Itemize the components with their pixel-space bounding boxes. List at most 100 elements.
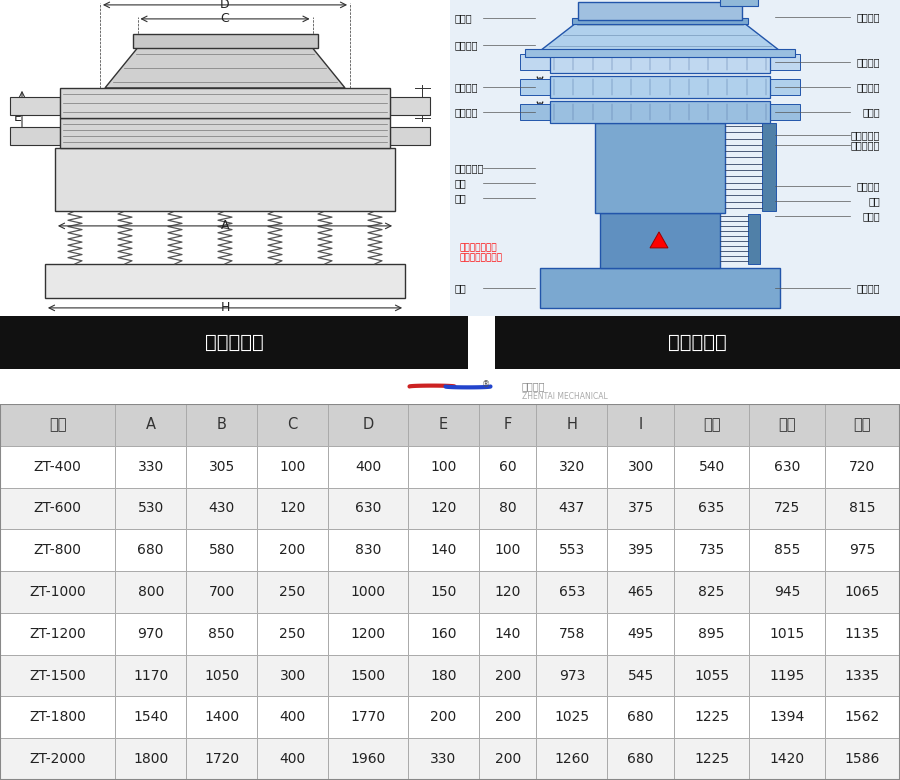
Text: 680: 680 xyxy=(138,543,164,557)
Text: 140: 140 xyxy=(494,627,521,641)
Bar xyxy=(608,613,674,654)
Bar xyxy=(608,530,674,571)
Bar xyxy=(328,446,408,488)
Text: C: C xyxy=(287,417,298,432)
Text: 外形尺寸图: 外形尺寸图 xyxy=(204,333,264,352)
Text: 中部框架: 中部框架 xyxy=(455,82,479,92)
Text: 上部重锤: 上部重锤 xyxy=(857,181,880,191)
Bar xyxy=(328,697,408,738)
Bar xyxy=(115,530,186,571)
Text: 200: 200 xyxy=(494,711,521,725)
Text: 680: 680 xyxy=(627,711,654,725)
Text: 973: 973 xyxy=(559,668,585,682)
Bar xyxy=(257,446,328,488)
Text: 300: 300 xyxy=(627,459,653,473)
Text: H: H xyxy=(566,417,578,432)
Text: 100: 100 xyxy=(430,459,456,473)
Bar xyxy=(536,571,608,613)
Bar xyxy=(115,738,186,780)
Bar xyxy=(674,571,750,613)
Text: 530: 530 xyxy=(138,502,164,516)
Bar xyxy=(408,530,479,571)
Text: 330: 330 xyxy=(430,752,456,766)
Bar xyxy=(55,148,395,211)
Bar xyxy=(824,697,900,738)
Bar xyxy=(479,530,536,571)
Text: 395: 395 xyxy=(627,543,653,557)
Bar xyxy=(536,488,608,530)
Text: 1015: 1015 xyxy=(770,627,805,641)
Bar xyxy=(408,571,479,613)
Bar xyxy=(408,697,479,738)
Text: 725: 725 xyxy=(774,502,800,516)
Bar xyxy=(186,446,257,488)
Text: 运输用固定螺栓: 运输用固定螺栓 xyxy=(460,243,498,253)
Bar xyxy=(408,404,479,446)
Bar xyxy=(60,88,390,118)
Text: 辅助筛网: 辅助筛网 xyxy=(857,12,880,22)
Bar xyxy=(0,488,115,530)
Bar xyxy=(750,654,824,697)
Bar xyxy=(608,697,674,738)
Bar xyxy=(257,697,328,738)
Bar xyxy=(479,404,536,446)
Bar xyxy=(115,488,186,530)
Bar xyxy=(328,488,408,530)
Text: 100: 100 xyxy=(494,543,521,557)
Bar xyxy=(600,213,720,268)
Bar xyxy=(0,571,115,613)
Text: ZT-1500: ZT-1500 xyxy=(30,668,86,682)
Bar xyxy=(525,49,795,57)
Text: 1586: 1586 xyxy=(844,752,880,766)
Text: C: C xyxy=(220,12,230,26)
Text: 底座: 底座 xyxy=(455,283,467,293)
Bar xyxy=(550,76,770,98)
Text: 200: 200 xyxy=(430,711,456,725)
Bar xyxy=(674,738,750,780)
Text: B: B xyxy=(217,417,227,432)
Text: 700: 700 xyxy=(209,585,235,599)
Text: ZT-400: ZT-400 xyxy=(33,459,82,473)
Text: 200: 200 xyxy=(280,543,306,557)
Text: 100: 100 xyxy=(279,459,306,473)
Text: 250: 250 xyxy=(280,585,306,599)
Text: E: E xyxy=(439,417,448,432)
Text: F: F xyxy=(503,417,512,432)
Text: 筛网法兰: 筛网法兰 xyxy=(857,82,880,92)
Text: 顶部框架: 顶部框架 xyxy=(455,40,479,50)
Bar xyxy=(550,101,770,123)
Bar xyxy=(824,738,900,780)
Bar xyxy=(750,697,824,738)
Bar xyxy=(824,613,900,654)
Bar xyxy=(257,738,328,780)
Text: 735: 735 xyxy=(698,543,724,557)
Bar xyxy=(132,34,318,48)
Bar xyxy=(536,697,608,738)
Text: 1055: 1055 xyxy=(694,668,729,682)
Bar xyxy=(257,613,328,654)
Text: 545: 545 xyxy=(627,668,653,682)
Bar xyxy=(608,571,674,613)
Bar xyxy=(115,697,186,738)
Text: 辅助筛网: 辅助筛网 xyxy=(857,57,880,67)
Text: 635: 635 xyxy=(698,502,724,516)
Text: 305: 305 xyxy=(209,459,235,473)
Text: 振泰机械: 振泰机械 xyxy=(522,381,545,392)
Text: 400: 400 xyxy=(355,459,381,473)
Text: 200: 200 xyxy=(494,752,521,766)
Bar xyxy=(479,446,536,488)
Bar xyxy=(0,613,115,654)
Text: 1770: 1770 xyxy=(350,711,385,725)
Bar xyxy=(0,446,115,488)
Bar xyxy=(595,123,725,213)
Bar xyxy=(608,488,674,530)
Text: 小尺寸排料: 小尺寸排料 xyxy=(455,163,484,173)
Bar xyxy=(536,404,608,446)
Text: 1800: 1800 xyxy=(133,752,168,766)
Bar xyxy=(608,654,674,697)
Text: 400: 400 xyxy=(280,752,306,766)
Bar xyxy=(674,654,750,697)
Bar xyxy=(536,446,608,488)
Text: D: D xyxy=(363,417,374,432)
Text: E: E xyxy=(14,112,22,124)
